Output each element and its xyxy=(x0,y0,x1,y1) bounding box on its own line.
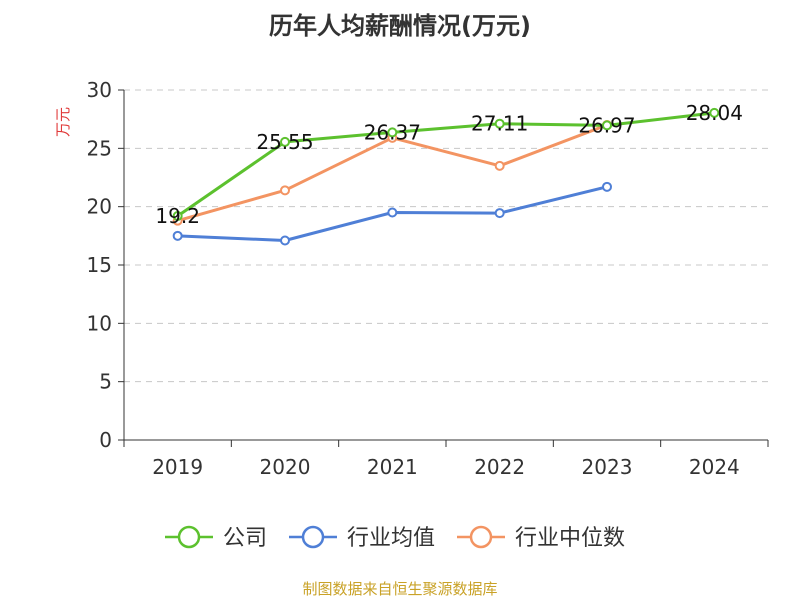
legend: 公司 行业均值 行业中位数 xyxy=(165,525,625,551)
point-公司-2021 xyxy=(387,127,398,138)
series-line-公司 xyxy=(176,111,715,218)
legend-marker-行业中位数 xyxy=(469,525,493,549)
data-label-2022: 27.11 xyxy=(471,112,528,136)
point-公司-2020 xyxy=(280,136,290,147)
legend-marker-公司 xyxy=(177,525,201,549)
series-行业均值 xyxy=(172,181,612,246)
point-行业均值-2019 xyxy=(172,230,183,241)
point-行业均值-2023 xyxy=(602,181,612,192)
y-tick-label-20: 20 xyxy=(87,195,112,219)
y-tick-label-30: 30 xyxy=(87,78,112,102)
data-label-2023: 26.97 xyxy=(578,113,635,137)
data-label-2024: 28.04 xyxy=(686,101,743,125)
point-行业中位数-2020 xyxy=(280,185,290,196)
series-公司 xyxy=(172,107,720,221)
x-tick-label-2024: 2024 xyxy=(689,455,740,479)
legend-label-行业中位数: 行业中位数 xyxy=(515,526,625,551)
data-label-2020: 25.55 xyxy=(256,130,313,154)
point-行业均值-2021 xyxy=(387,207,398,218)
y-tick-label-10: 10 xyxy=(87,311,112,335)
x-tick-label-2019: 2019 xyxy=(152,455,203,479)
chart-title: 历年人均薪酬情况(万元) xyxy=(269,12,531,40)
series-layer xyxy=(172,107,720,246)
legend-label-公司: 公司 xyxy=(223,526,267,551)
legend-marker-行业均值 xyxy=(301,525,325,549)
y-tick-label-5: 5 xyxy=(99,370,112,394)
point-行业中位数-2022 xyxy=(494,160,505,171)
series-行业中位数 xyxy=(172,120,612,226)
x-tick-label-2022: 2022 xyxy=(474,455,525,479)
y-axis-label: 万元 xyxy=(54,107,72,137)
y-tick-label-0: 0 xyxy=(99,428,112,452)
source-note: 制图数据来自恒生聚源数据库 xyxy=(302,580,497,598)
y-tick-label-25: 25 xyxy=(87,136,112,160)
x-tick-label-2021: 2021 xyxy=(367,455,418,479)
point-公司-2024 xyxy=(709,107,720,118)
legend-label-行业均值: 行业均值 xyxy=(347,526,435,551)
point-行业均值-2020 xyxy=(280,235,290,246)
point-公司-2022 xyxy=(494,118,505,129)
point-行业均值-2022 xyxy=(494,208,505,219)
point-公司-2023 xyxy=(602,120,612,131)
axes: 0 5 10 15 20 25 30 2019 2020 2021 2022 2023 2024 xyxy=(87,78,769,479)
legend-item-行业中位数: 行业中位数 xyxy=(457,525,625,551)
data-label-2019: 19.2 xyxy=(155,204,200,228)
legend-item-行业均值: 行业均值 xyxy=(289,525,435,551)
y-tick-label-15: 15 xyxy=(87,253,112,277)
data-label-2021: 26.37 xyxy=(364,120,421,144)
data-labels: 19.2 25.55 26.37 27.11 26.97 28.04 xyxy=(155,101,743,228)
x-tick-label-2020: 2020 xyxy=(260,455,311,479)
x-tick-label-2023: 2023 xyxy=(582,455,633,479)
legend-item-公司: 公司 xyxy=(165,525,267,551)
grid-lines xyxy=(124,89,768,383)
point-公司-2019 xyxy=(172,211,183,221)
